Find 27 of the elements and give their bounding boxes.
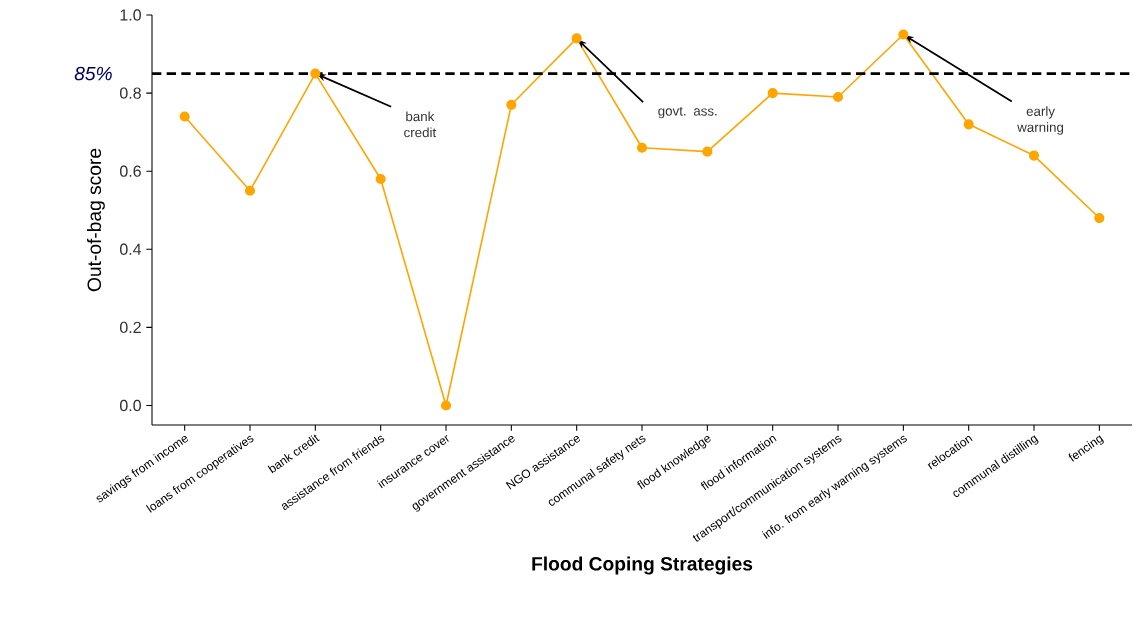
y-tick-label: 1.0 — [120, 9, 141, 21]
point — [963, 119, 974, 130]
y-tick-label: 0.8 — [119, 87, 141, 99]
point — [898, 29, 909, 40]
point — [310, 68, 321, 79]
y-tick-label: 0.6 — [119, 165, 141, 177]
point — [767, 88, 778, 99]
point — [244, 185, 256, 196]
point — [571, 33, 582, 44]
y-tick-label: 0.2 — [119, 321, 141, 334]
point — [440, 400, 452, 411]
point — [1028, 150, 1040, 161]
point — [1094, 212, 1105, 224]
annotation: early warning — [1017, 106, 1064, 135]
point — [375, 173, 386, 185]
x-axis-title: Flood Coping Strategies — [532, 556, 753, 575]
y-tick-label: 0.4 — [119, 243, 142, 255]
point — [636, 142, 648, 153]
ref-line-label: 85% — [74, 66, 112, 81]
annotation: bank credit — [404, 111, 437, 138]
point — [506, 99, 517, 110]
y-axis-title: Out-of-bag score — [86, 148, 105, 292]
point — [702, 146, 713, 157]
annotation: govt. ass. — [658, 106, 717, 119]
y-tick-label: 0.0 — [119, 399, 141, 412]
point — [832, 91, 844, 103]
point — [179, 111, 190, 122]
